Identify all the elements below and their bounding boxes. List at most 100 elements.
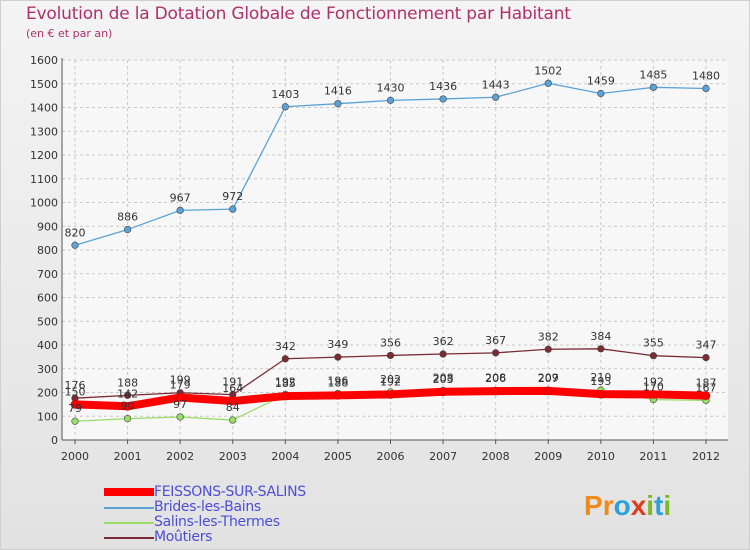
y-tick-label: 700 — [37, 268, 58, 281]
data-label-feissons: 188 — [327, 376, 348, 389]
data-point-moutiers — [544, 345, 552, 353]
data-point-salins — [176, 413, 184, 421]
logo-letter: i — [646, 490, 655, 521]
data-label-feissons: 164 — [222, 382, 243, 395]
data-point-feissons — [70, 400, 80, 409]
data-label-salins: 90 — [121, 400, 135, 413]
proxiti-logo: Proxiti — [584, 490, 671, 522]
x-tick-label: 2002 — [166, 450, 194, 463]
data-point-feissons — [649, 390, 658, 399]
data-label-brides: 1436 — [429, 80, 457, 93]
data-point-brides — [597, 89, 605, 98]
legend-swatch-moutiers — [104, 537, 154, 539]
data-point-moutiers — [281, 355, 289, 363]
y-tick-label: 1200 — [30, 149, 58, 162]
legend-swatch-brides — [104, 507, 154, 509]
chart-title: Evolution de la Dotation Globale de Fonc… — [26, 4, 571, 24]
data-label-feissons: 206 — [485, 372, 506, 385]
data-point-brides — [123, 225, 132, 234]
y-tick-label: 1300 — [30, 125, 58, 138]
logo-letter: P — [584, 490, 603, 521]
data-label-moutiers: 382 — [538, 330, 559, 343]
x-tick-label: 2006 — [377, 450, 405, 463]
data-label-moutiers: 349 — [327, 338, 348, 351]
logo-letter: i — [663, 490, 672, 521]
data-label-moutiers: 342 — [275, 340, 296, 353]
data-point-brides — [229, 205, 237, 213]
data-label-brides: 886 — [117, 211, 138, 224]
data-point-salins — [71, 417, 79, 425]
data-label-moutiers: 347 — [696, 339, 717, 352]
data-label-salins: 202 — [380, 373, 401, 386]
data-label-salins: 167 — [696, 381, 717, 394]
y-tick-label: 1500 — [30, 78, 58, 91]
data-point-feissons — [123, 401, 132, 411]
data-label-brides: 967 — [170, 191, 191, 204]
y-tick-label: 1600 — [30, 54, 58, 67]
data-label-moutiers: 367 — [485, 334, 506, 347]
legend-label-feissons: FEISSONS-SUR-SALINS — [154, 484, 306, 500]
data-label-salins: 196 — [327, 374, 348, 387]
data-label-brides: 1459 — [587, 74, 615, 87]
data-point-brides — [492, 93, 500, 101]
x-tick-label: 2000 — [61, 450, 89, 463]
data-label-moutiers: 176 — [65, 379, 86, 392]
data-point-moutiers — [334, 353, 342, 361]
y-tick-label: 1100 — [30, 173, 58, 186]
x-tick-label: 2012 — [692, 450, 720, 463]
data-label-feissons: 192 — [643, 375, 664, 388]
x-tick-label: 2010 — [587, 450, 615, 463]
data-point-brides — [544, 79, 552, 87]
data-label-moutiers: 356 — [380, 336, 401, 349]
data-label-moutiers: 188 — [117, 376, 138, 389]
data-label-feissons: 187 — [696, 377, 717, 390]
logo-letter: o — [613, 490, 631, 521]
data-point-feissons — [228, 396, 238, 406]
logo-letter: t — [654, 490, 664, 521]
data-label-brides: 1480 — [692, 70, 720, 83]
data-point-moutiers — [123, 391, 132, 399]
x-tick-label: 2003 — [219, 450, 247, 463]
data-label-moutiers: 384 — [590, 330, 611, 343]
data-point-moutiers — [492, 349, 500, 357]
data-point-feissons — [543, 386, 553, 396]
data-label-salins: 210 — [590, 371, 611, 384]
chart-subtitle: (en € et par an) — [26, 27, 113, 40]
x-tick-label: 2011 — [639, 450, 667, 463]
data-label-brides: 820 — [65, 226, 86, 239]
data-point-brides — [702, 84, 710, 93]
data-label-salins: 79 — [68, 402, 82, 415]
data-point-feissons — [281, 391, 290, 401]
x-tick-label: 2007 — [429, 450, 457, 463]
legend-label-salins: Salins-les-Thermes — [154, 514, 280, 530]
y-tick-label: 600 — [37, 292, 58, 305]
data-point-brides — [439, 95, 447, 103]
y-tick-label: 200 — [37, 387, 58, 400]
data-label-feissons: 185 — [275, 377, 296, 390]
logo-letter: x — [630, 490, 647, 521]
y-tick-label: 300 — [37, 363, 58, 376]
data-label-feissons: 193 — [590, 375, 611, 388]
x-tick-label: 2008 — [482, 450, 510, 463]
data-label-salins: 97 — [173, 398, 187, 411]
data-label-brides: 1502 — [534, 64, 562, 77]
data-label-salins: 208 — [433, 372, 454, 385]
data-point-feissons — [175, 393, 185, 402]
logo-letter: r — [602, 490, 614, 521]
data-point-brides — [386, 96, 395, 104]
data-label-moutiers: 199 — [170, 374, 191, 387]
x-tick-label: 2001 — [114, 450, 142, 463]
data-point-moutiers — [439, 350, 447, 358]
data-label-moutiers: 191 — [222, 376, 243, 389]
data-label-feissons: 142 — [117, 387, 138, 400]
y-tick-label: 800 — [37, 244, 58, 257]
data-label-feissons: 192 — [380, 375, 401, 388]
y-tick-label: 900 — [37, 220, 58, 233]
data-point-brides — [334, 100, 342, 108]
data-label-salins: 170 — [643, 381, 664, 394]
data-label-brides: 972 — [222, 190, 243, 203]
data-label-brides: 1485 — [639, 68, 667, 81]
y-tick-label: 1000 — [30, 197, 58, 210]
data-label-brides: 1403 — [271, 88, 299, 101]
data-label-moutiers: 355 — [643, 337, 664, 350]
